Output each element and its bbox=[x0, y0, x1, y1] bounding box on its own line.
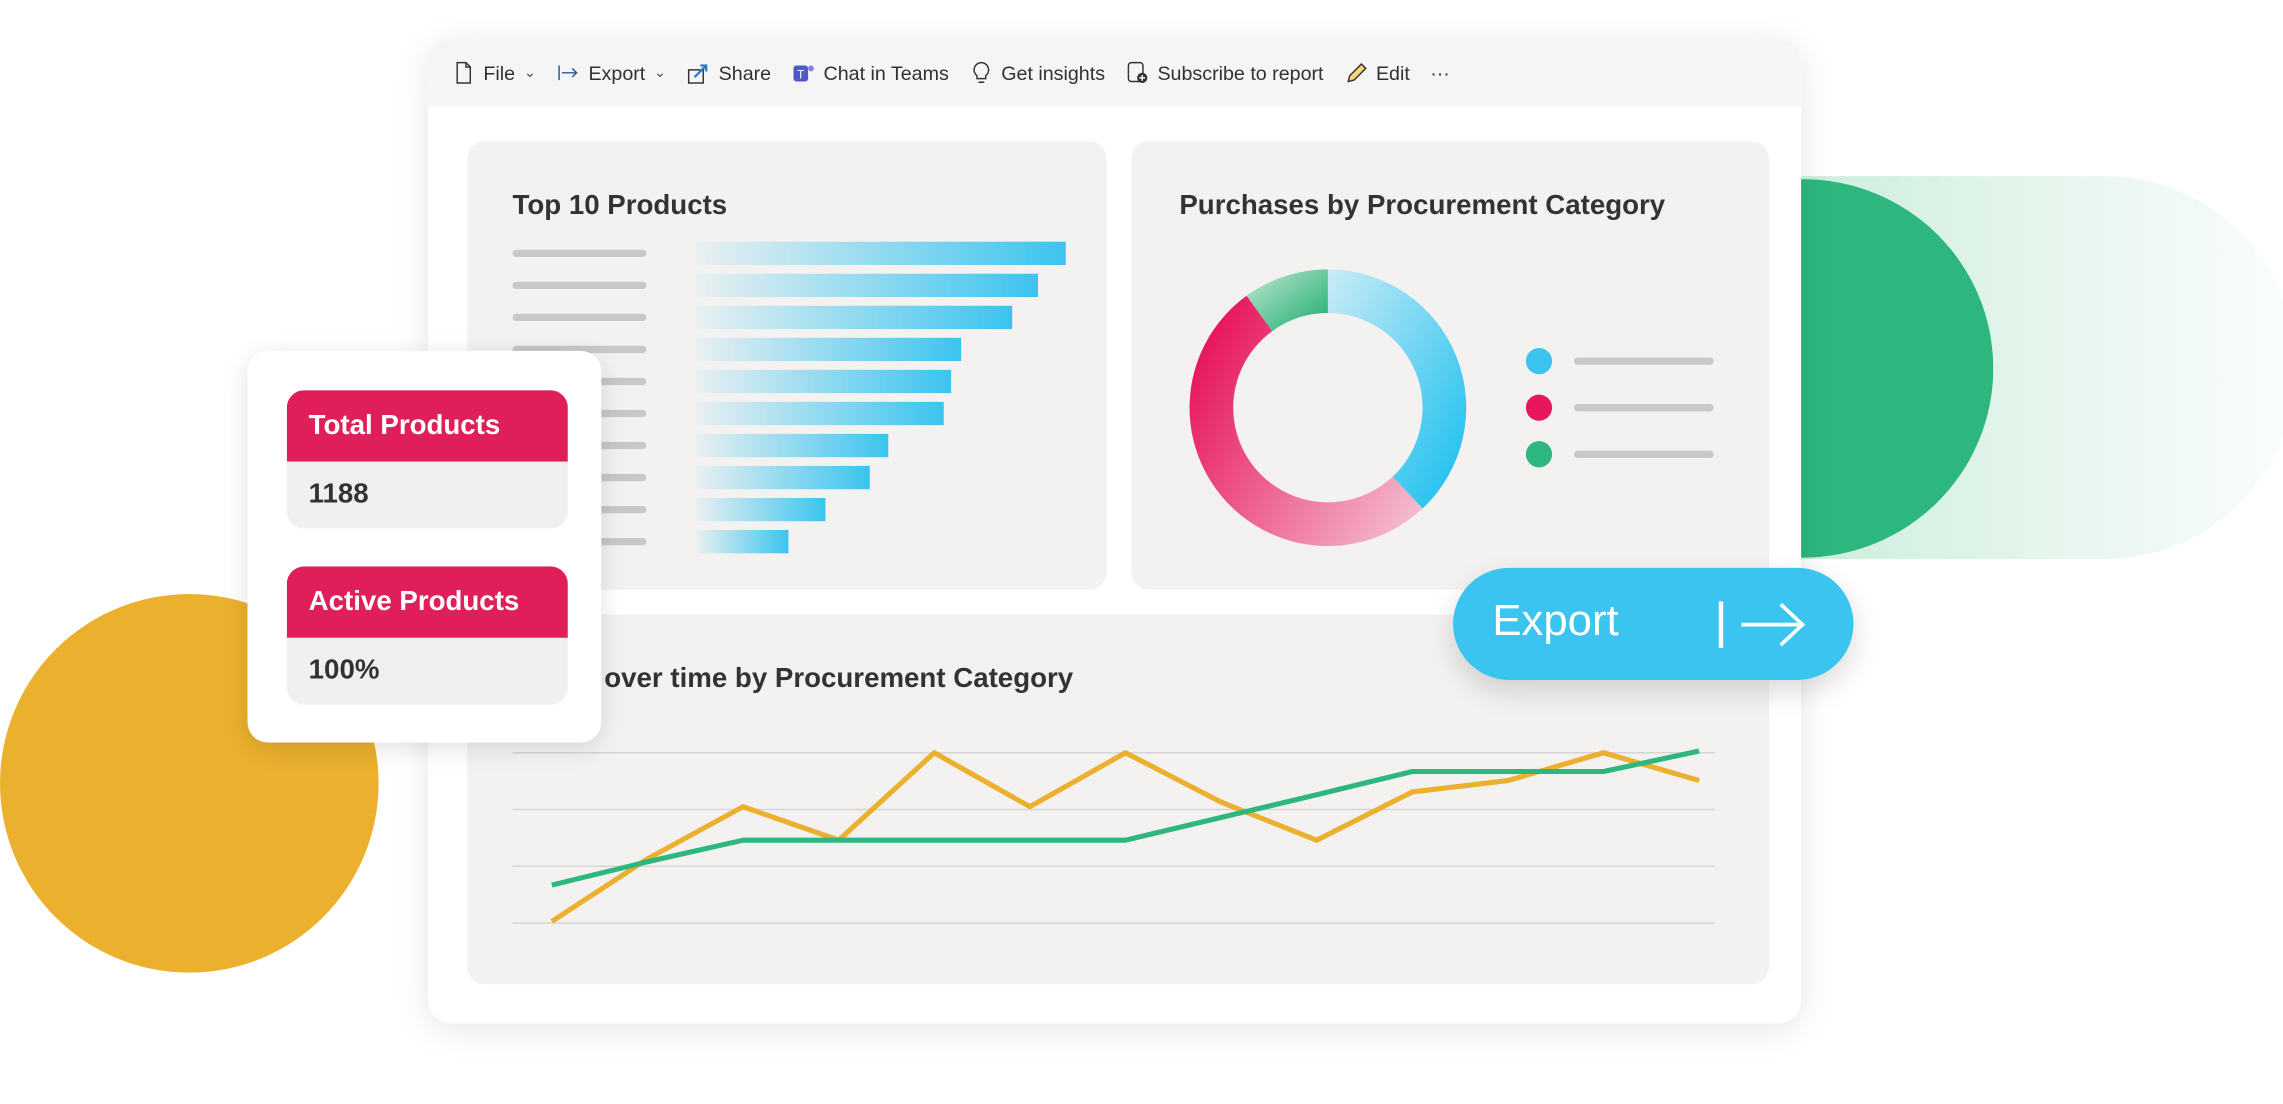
svg-text:T: T bbox=[797, 69, 804, 82]
toolbar-edit-button[interactable]: Edit bbox=[1344, 61, 1410, 84]
bar-label-placeholder bbox=[512, 249, 647, 257]
bar bbox=[695, 305, 1013, 330]
toolbar-chat-in-teams-button[interactable]: T Chat in Teams bbox=[791, 61, 949, 84]
kpi-value: 1188 bbox=[308, 479, 369, 510]
toolbar-label: Edit bbox=[1375, 61, 1410, 84]
toolbar-label: Subscribe to report bbox=[1157, 61, 1324, 84]
series-line bbox=[550, 750, 1700, 924]
card-title: Purchases by Procurement Category bbox=[1179, 190, 1666, 222]
arrow-right-icon bbox=[1718, 601, 1806, 648]
bar bbox=[695, 369, 952, 394]
legend-dot bbox=[1525, 441, 1553, 468]
kpi-active-products: Active Products 100% bbox=[286, 566, 568, 705]
line-chart bbox=[512, 748, 1716, 924]
kpi-label: Total Products bbox=[286, 390, 568, 462]
teams-icon: T bbox=[792, 65, 814, 82]
subscribe-icon bbox=[1127, 61, 1148, 83]
toolbar-get-insights-button[interactable]: Get insights bbox=[969, 61, 1105, 84]
donut-slice bbox=[1246, 269, 1328, 332]
share-icon bbox=[687, 64, 707, 84]
toolbar-share-button[interactable]: Share bbox=[687, 61, 771, 84]
legend-label-placeholder bbox=[1573, 357, 1714, 365]
toolbar-label: Share bbox=[718, 61, 772, 84]
bar bbox=[695, 241, 1066, 265]
donut-chart bbox=[1189, 269, 1714, 546]
lightbulb-icon bbox=[972, 61, 989, 83]
card-title: Top 10 Products bbox=[512, 190, 728, 222]
toolbar: File ⌄ Export ⌄ Share T Chat in Teams Get insig… bbox=[428, 39, 1802, 107]
kpi-panel: Total Products 1188 Active Products 100% bbox=[247, 350, 602, 743]
bar bbox=[695, 433, 889, 458]
chevron-down-icon: ⌄ bbox=[654, 64, 667, 81]
toolbar-label: Chat in Teams bbox=[823, 61, 949, 84]
bar-label-placeholder bbox=[512, 281, 647, 290]
legend-dot bbox=[1525, 394, 1553, 421]
series-line bbox=[551, 748, 1700, 888]
pencil-icon bbox=[1347, 63, 1367, 83]
bar-label-placeholder bbox=[512, 313, 647, 322]
legend-label-placeholder bbox=[1573, 404, 1714, 412]
donut-slice bbox=[1189, 295, 1423, 546]
legend-dot bbox=[1525, 347, 1553, 375]
toolbar-label: Export bbox=[588, 61, 646, 84]
more-options-button[interactable]: ··· bbox=[1430, 61, 1450, 84]
chevron-down-icon: ⌄ bbox=[523, 64, 537, 81]
kpi-label: Active Products bbox=[286, 566, 568, 638]
purchases-category-card: Purchases by Procurement Category bbox=[1131, 141, 1770, 590]
bar bbox=[695, 497, 826, 522]
card-title: over time by Procurement Category bbox=[604, 663, 1074, 695]
toolbar-file-button[interactable]: File ⌄ bbox=[451, 61, 536, 84]
export-button[interactable]: Export bbox=[1453, 567, 1854, 680]
donut-slice bbox=[1327, 269, 1467, 509]
export-icon bbox=[558, 65, 578, 81]
bar bbox=[695, 273, 1039, 298]
toolbar-label: Get insights bbox=[1001, 61, 1106, 84]
report-window: File ⌄ Export ⌄ Share T Chat in Teams Get insig… bbox=[428, 39, 1802, 1024]
bar bbox=[695, 465, 870, 490]
bar bbox=[695, 529, 789, 554]
kpi-total-products: Total Products 1188 bbox=[286, 390, 568, 529]
toolbar-export-button[interactable]: Export ⌄ bbox=[556, 61, 666, 84]
toolbar-subscribe-to-report-button[interactable]: Subscribe to report bbox=[1125, 61, 1324, 84]
bar bbox=[695, 337, 962, 362]
kpi-value: 100% bbox=[308, 655, 380, 686]
legend-label-placeholder bbox=[1573, 450, 1714, 458]
toolbar-label: File bbox=[483, 61, 516, 84]
file-icon bbox=[456, 61, 472, 84]
bar bbox=[695, 401, 944, 426]
export-label: Export bbox=[1492, 596, 1619, 646]
